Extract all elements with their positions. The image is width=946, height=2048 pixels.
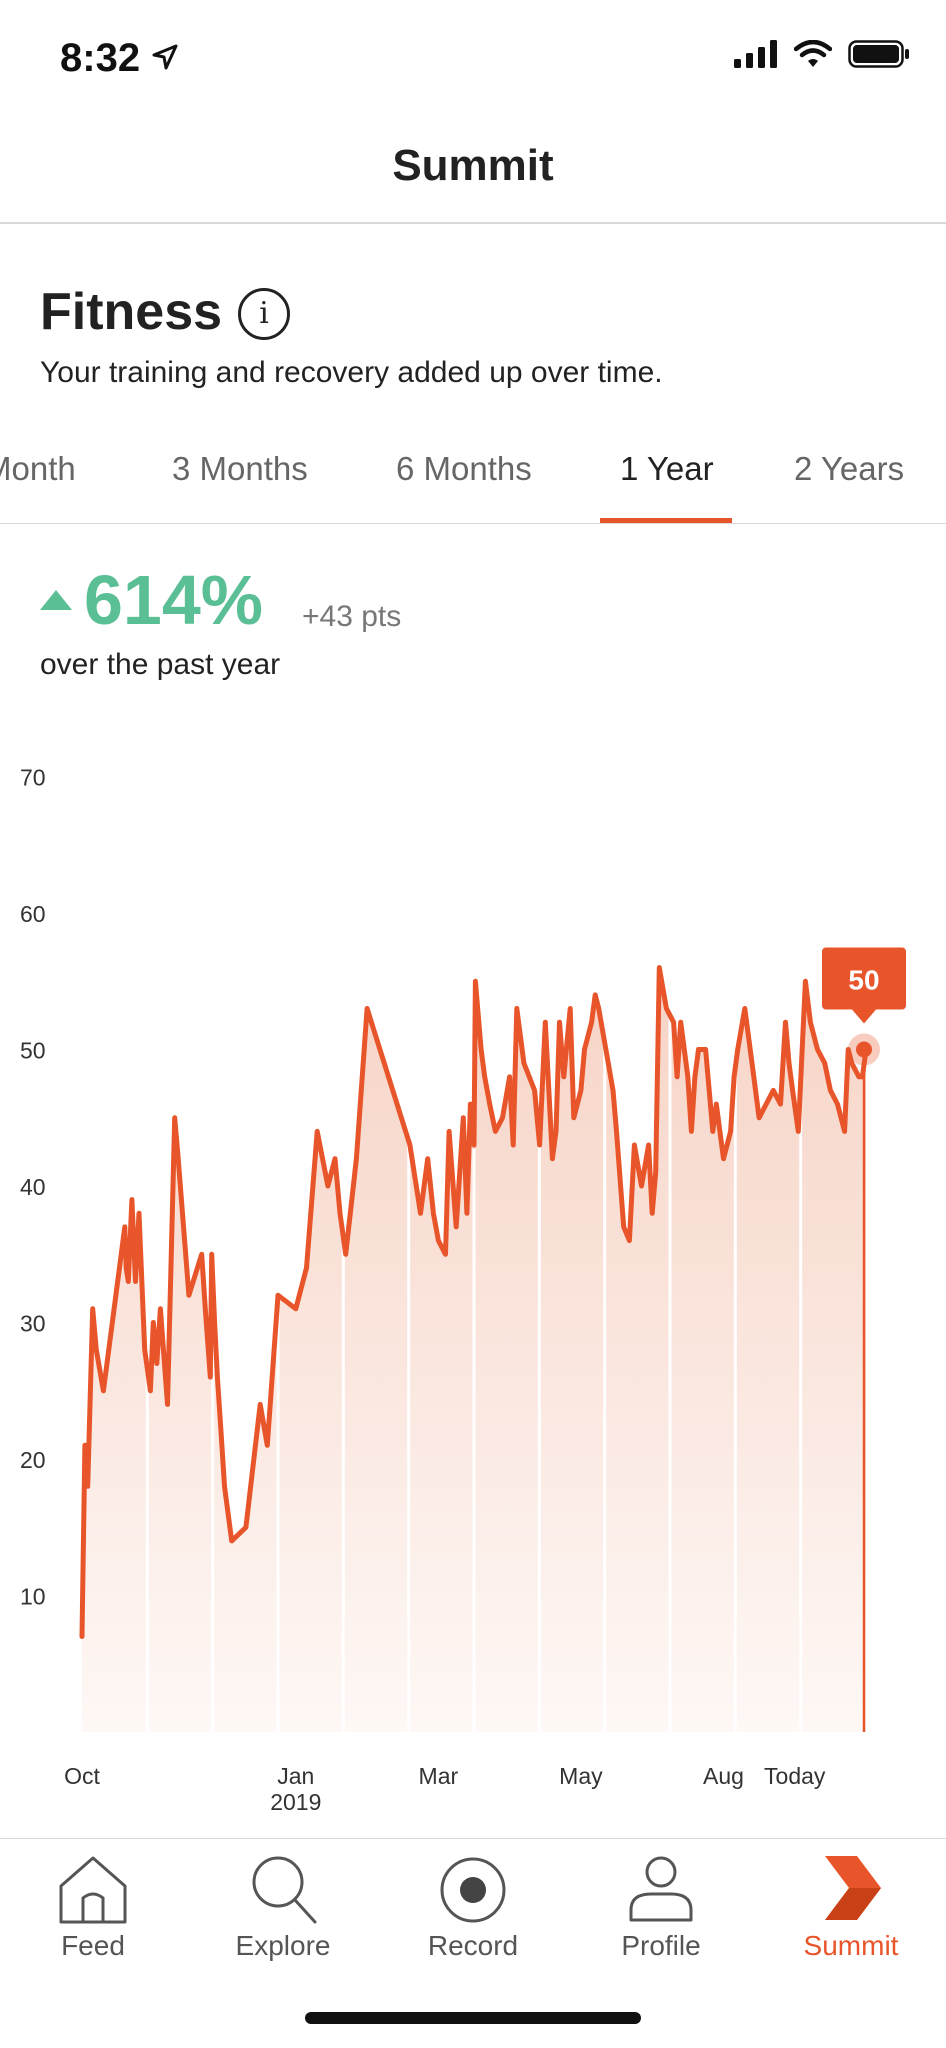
tab-month[interactable]: Month — [0, 450, 76, 487]
battery-icon — [848, 40, 909, 68]
tabs-divider — [0, 523, 946, 524]
status-bar: 8:32 — [0, 0, 946, 110]
triangle-up-icon — [40, 590, 72, 610]
change-points: +43 pts — [302, 600, 402, 633]
tabbar-label: Record — [427, 1930, 519, 1961]
chart-tooltip-box — [822, 947, 906, 1010]
home-indicator — [305, 2012, 641, 2024]
tab-2-years[interactable]: 2 Years — [794, 450, 905, 487]
chart-tooltip: 50 — [822, 947, 906, 1024]
profile-icon — [629, 1856, 693, 1922]
change-percent: 614% — [84, 561, 264, 639]
tab-6-months[interactable]: 6 Months — [396, 450, 532, 487]
y-tick-label: 50 — [20, 1038, 46, 1064]
page-title: Summit — [392, 141, 554, 190]
tabbar-label: Explore — [235, 1930, 331, 1961]
section-title: Fitness — [40, 283, 223, 341]
summit-icon — [825, 1856, 881, 1920]
y-tick-label: 40 — [20, 1174, 46, 1200]
change-period: over the past year — [40, 648, 281, 681]
active-tab-indicator — [600, 518, 732, 523]
tab-3-months[interactable]: 3 Months — [172, 450, 308, 487]
tabbar-label: Profile — [621, 1930, 701, 1961]
tabbar-item-feed[interactable]: Feed — [0, 1852, 188, 1962]
x-tick-label: Jan — [277, 1763, 314, 1789]
tabbar-item-explore[interactable]: Explore — [188, 1852, 378, 1962]
status-time: 8:32 — [60, 36, 141, 80]
tabbar-label: Summit — [803, 1930, 899, 1961]
tabbar-item-record[interactable]: Record — [378, 1852, 568, 1962]
tabbar-item-summit[interactable]: Summit — [756, 1852, 946, 1962]
bottom-tab-bar: Feed Explore Record Profile Summit — [0, 1840, 946, 2048]
chart-cursor-point[interactable] — [856, 1041, 872, 1058]
cellular-signal-icon — [734, 40, 777, 68]
chart-tooltip-label: 50 — [848, 965, 879, 996]
record-icon — [440, 1857, 506, 1923]
y-tick-label: 60 — [20, 901, 46, 927]
x-tick-label: Oct — [64, 1763, 100, 1789]
home-icon — [59, 1856, 127, 1924]
x-tick-label: Today — [764, 1763, 826, 1789]
tab-1-year[interactable]: 1 Year — [620, 450, 714, 487]
x-tick-label: May — [559, 1763, 603, 1789]
search-icon — [252, 1856, 317, 1924]
tabbar-divider — [0, 1838, 946, 1839]
range-tabs: Month 3 Months 6 Months 1 Year 2 Years — [0, 440, 946, 524]
section-subtitle: Your training and recovery added up over… — [40, 356, 663, 389]
info-icon[interactable]: i — [238, 288, 290, 340]
header-divider — [0, 222, 946, 224]
tabbar-item-profile[interactable]: Profile — [566, 1852, 756, 1962]
y-tick-label: 10 — [20, 1584, 46, 1610]
x-tick-sublabel: 2019 — [270, 1789, 321, 1815]
y-tick-label: 70 — [20, 765, 46, 791]
x-tick-label: Aug — [703, 1763, 744, 1789]
location-arrow-icon — [152, 44, 178, 70]
y-tick-label: 30 — [20, 1311, 46, 1337]
chart-series-line — [79, 965, 869, 1639]
chart-tooltip-tail — [852, 1009, 876, 1024]
tabbar-label: Feed — [61, 1930, 125, 1961]
wifi-icon — [794, 40, 832, 67]
x-tick-label: Mar — [419, 1763, 459, 1789]
y-tick-label: 20 — [20, 1447, 46, 1473]
